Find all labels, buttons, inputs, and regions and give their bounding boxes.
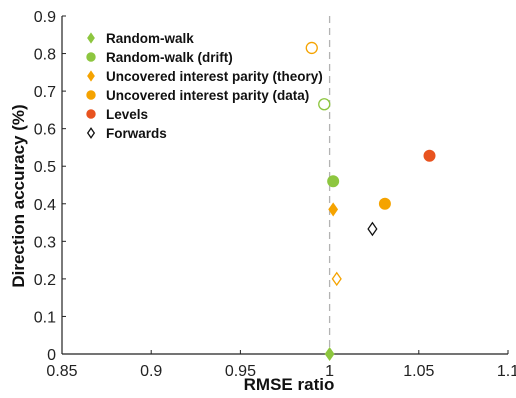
data-point bbox=[305, 41, 318, 55]
y-tick-label: 0.2 bbox=[34, 272, 56, 289]
legend-label: Random-walk bbox=[106, 31, 194, 46]
x-tick-label: 0.95 bbox=[225, 363, 256, 380]
y-tick-label: 0.6 bbox=[34, 122, 56, 139]
legend-label: Uncovered interest parity (data) bbox=[106, 88, 309, 103]
y-tick-label: 0.9 bbox=[34, 9, 56, 26]
y-tick-label: 0.4 bbox=[34, 197, 56, 214]
legend-label: Uncovered interest parity (theory) bbox=[106, 69, 323, 84]
x-tick-label: 1.1 bbox=[497, 363, 516, 380]
data-point bbox=[327, 175, 340, 188]
data-point bbox=[318, 98, 331, 111]
legend-label: Levels bbox=[106, 107, 148, 122]
legend-marker bbox=[86, 109, 96, 119]
legend-marker bbox=[86, 127, 96, 139]
x-tick-label: 1 bbox=[325, 363, 334, 380]
x-tick-label: 1.05 bbox=[403, 363, 434, 380]
legend: Random-walk Random-walk (drift) Uncovered … bbox=[86, 31, 323, 141]
data-point bbox=[324, 346, 335, 362]
y-tick-label: 0.3 bbox=[34, 234, 56, 251]
legend-marker bbox=[87, 32, 95, 44]
legend-marker bbox=[86, 90, 96, 100]
data-point bbox=[331, 271, 342, 287]
data-point bbox=[378, 197, 391, 210]
y-tick-label: 0.1 bbox=[34, 309, 56, 326]
y-tick-label: 0 bbox=[47, 347, 56, 364]
legend-marker bbox=[87, 70, 95, 82]
legend-marker bbox=[86, 52, 96, 62]
data-point bbox=[328, 202, 339, 217]
y-axis-label: Direction accuracy (%) bbox=[9, 104, 28, 287]
x-tick-label: 0.9 bbox=[140, 363, 162, 380]
x-axis-label: RMSE ratio bbox=[244, 375, 335, 394]
data-point bbox=[367, 221, 378, 237]
legend-label: Forwards bbox=[106, 126, 167, 141]
x-tick-label: 0.85 bbox=[46, 363, 77, 380]
data-points bbox=[305, 41, 436, 362]
y-tick-label: 0.8 bbox=[34, 47, 56, 64]
y-tick-label: 0.5 bbox=[34, 159, 56, 176]
data-point bbox=[423, 149, 436, 162]
legend-label: Random-walk (drift) bbox=[106, 50, 233, 65]
y-tick-label: 0.7 bbox=[34, 84, 56, 101]
